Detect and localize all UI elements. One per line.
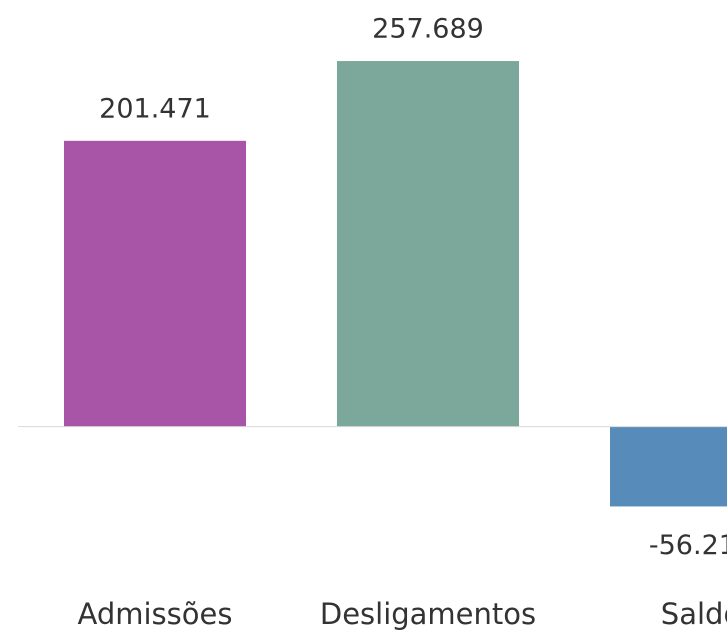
bar bbox=[610, 426, 727, 507]
data-label: 201.471 bbox=[99, 93, 211, 124]
x-tick-label: Desligamentos bbox=[320, 597, 536, 631]
x-tick-label: Saldo bbox=[661, 597, 727, 631]
bar bbox=[64, 140, 246, 427]
x-tick-label: Admissões bbox=[78, 597, 233, 631]
bar bbox=[337, 61, 519, 427]
data-label: -56.218 bbox=[649, 530, 727, 561]
data-label: 257.689 bbox=[372, 14, 484, 45]
